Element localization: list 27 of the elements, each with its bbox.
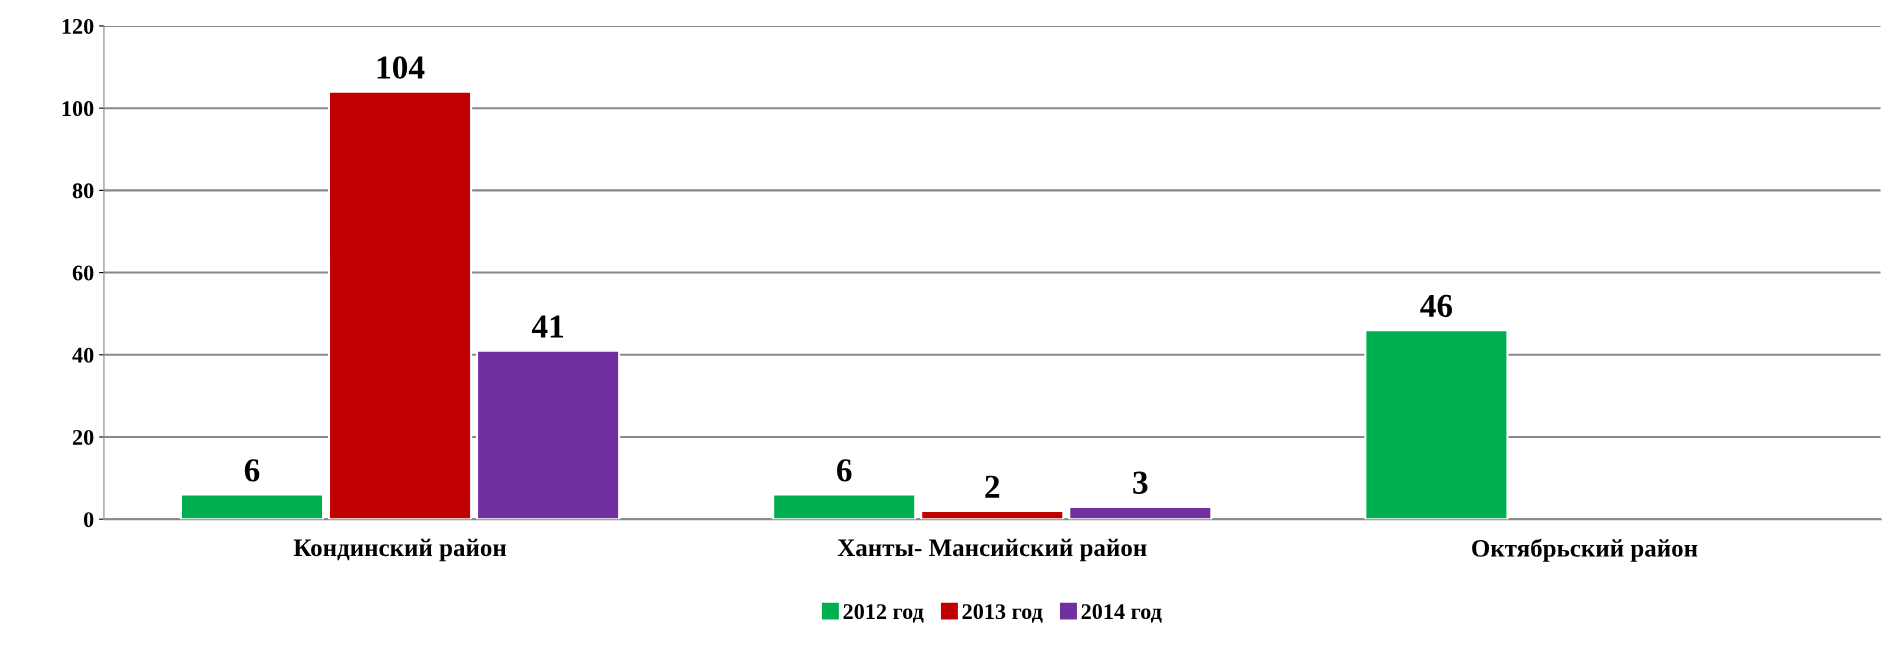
y-tick-label: 60 xyxy=(72,265,94,281)
data-label: 41 xyxy=(531,315,564,338)
bar xyxy=(1068,505,1213,520)
y-tick-label: 0 xyxy=(83,512,94,528)
bar xyxy=(1364,329,1509,520)
x-tick-label: Кондинский район xyxy=(293,538,507,562)
data-label: 3 xyxy=(1133,471,1148,494)
legend-label: 2013 год xyxy=(962,604,1043,623)
y-tick-label: 20 xyxy=(72,429,94,445)
bar xyxy=(179,493,325,520)
y-tick-label: 80 xyxy=(72,183,94,199)
legend-label: 2014 год xyxy=(1081,604,1162,623)
data-label: 6 xyxy=(244,459,260,482)
x-tick-label: Октябрьский район xyxy=(1472,538,1698,562)
y-tick-label: 120 xyxy=(62,18,94,34)
data-label: 46 xyxy=(1420,294,1453,318)
x-tick-label: Ханты- Мансийский район xyxy=(837,538,1147,562)
legend-label: 2012 год xyxy=(843,604,924,623)
bar xyxy=(772,493,917,520)
bar xyxy=(327,90,473,520)
bar xyxy=(920,509,1065,520)
data-label: 6 xyxy=(837,459,852,482)
bar xyxy=(476,349,621,520)
y-tick-label: 40 xyxy=(72,347,94,363)
data-label: 2 xyxy=(985,475,1000,498)
data-label: 104 xyxy=(377,56,425,79)
y-tick-label: 100 xyxy=(62,101,94,117)
